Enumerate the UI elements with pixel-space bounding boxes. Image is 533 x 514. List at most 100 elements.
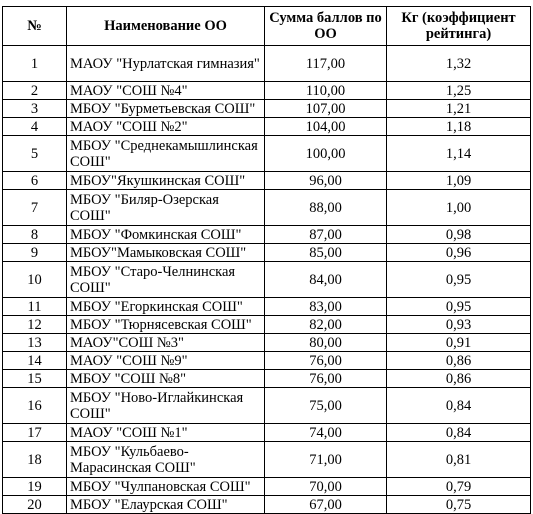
row-num: 4 xyxy=(2,117,67,136)
row-num: 2 xyxy=(2,81,67,100)
row-coef: 1,00 xyxy=(386,189,531,226)
row-score: 75,00 xyxy=(264,387,387,424)
row-name: МАОУ "СОШ №4" xyxy=(66,81,265,100)
row-coef: 0,95 xyxy=(386,297,531,316)
table-row: 20 МБОУ "Елаурская СОШ" 67,00 0,75 xyxy=(2,495,531,514)
table-row: 19 МБОУ "Чулпановская СОШ" 70,00 0,79 xyxy=(2,477,531,496)
row-coef: 0,84 xyxy=(386,423,531,442)
row-coef: 0,86 xyxy=(386,351,531,370)
row-num: 14 xyxy=(2,351,67,370)
row-score: 84,00 xyxy=(264,261,387,298)
row-num: 7 xyxy=(2,189,67,226)
row-name: МБОУ "Старо-Челнинская СОШ" xyxy=(66,261,265,298)
table-row: 4 МАОУ "СОШ №2" 104,00 1,18 xyxy=(2,117,531,136)
row-num: 20 xyxy=(2,495,67,514)
table-row: 17 МАОУ "СОШ №1" 74,00 0,84 xyxy=(2,423,531,442)
row-num: 17 xyxy=(2,423,67,442)
header-coef: Кг (коэффициент рейтинга) xyxy=(386,6,531,46)
row-coef: 0,93 xyxy=(386,315,531,334)
row-coef: 0,91 xyxy=(386,333,531,352)
row-name: МБОУ"Мамыковская СОШ" xyxy=(66,243,265,262)
row-num: 3 xyxy=(2,99,67,118)
row-coef: 0,98 xyxy=(386,225,531,244)
row-num: 9 xyxy=(2,243,67,262)
row-name: МБОУ"Якушкинская СОШ" xyxy=(66,171,265,190)
table-row: 5 МБОУ "Среднекамышлинская СОШ" 100,00 1… xyxy=(2,135,531,172)
row-name: МБОУ "Бурметьевская СОШ" xyxy=(66,99,265,118)
row-num: 13 xyxy=(2,333,67,352)
row-name: МБОУ "Ново-Иглайкинская СОШ" xyxy=(66,387,265,424)
row-coef: 0,84 xyxy=(386,387,531,424)
row-name: МАОУ "СОШ №9" xyxy=(66,351,265,370)
row-score: 83,00 xyxy=(264,297,387,316)
row-coef: 0,96 xyxy=(386,243,531,262)
row-score: 110,00 xyxy=(264,81,387,100)
table-row: 8 МБОУ "Фомкинская СОШ" 87,00 0,98 xyxy=(2,225,531,244)
row-coef: 1,25 xyxy=(386,81,531,100)
row-score: 71,00 xyxy=(264,441,387,478)
table-row: 18 МБОУ "Кульбаево-Марасинская СОШ" 71,0… xyxy=(2,441,531,478)
row-num: 5 xyxy=(2,135,67,172)
row-score: 96,00 xyxy=(264,171,387,190)
table-row: 12 МБОУ "Тюрнясевская СОШ" 82,00 0,93 xyxy=(2,315,531,334)
table-row: 15 МБОУ "СОШ №8" 76,00 0,86 xyxy=(2,369,531,388)
row-coef: 0,95 xyxy=(386,261,531,298)
rating-table: № Наименование ОО Сумма баллов по ОО Кг … xyxy=(2,6,531,514)
table-row: 11 МБОУ "Егоркинская СОШ" 83,00 0,95 xyxy=(2,297,531,316)
row-score: 85,00 xyxy=(264,243,387,262)
row-score: 104,00 xyxy=(264,117,387,136)
row-num: 10 xyxy=(2,261,67,298)
row-num: 18 xyxy=(2,441,67,478)
header-score: Сумма баллов по ОО xyxy=(264,6,387,46)
row-score: 70,00 xyxy=(264,477,387,496)
row-score: 87,00 xyxy=(264,225,387,244)
row-num: 8 xyxy=(2,225,67,244)
table-header-row: № Наименование ОО Сумма баллов по ОО Кг … xyxy=(2,6,531,46)
row-coef: 1,32 xyxy=(386,45,531,82)
row-name: МБОУ "Биляр-Озерская СОШ" xyxy=(66,189,265,226)
table-body: 1 МАОУ "Нурлатская гимназия" 117,00 1,32… xyxy=(2,45,531,514)
row-score: 100,00 xyxy=(264,135,387,172)
row-score: 76,00 xyxy=(264,369,387,388)
table-row: 1 МАОУ "Нурлатская гимназия" 117,00 1,32 xyxy=(2,45,531,82)
row-score: 74,00 xyxy=(264,423,387,442)
row-name: МБОУ "Среднекамышлинская СОШ" xyxy=(66,135,265,172)
row-score: 76,00 xyxy=(264,351,387,370)
row-num: 15 xyxy=(2,369,67,388)
table-row: 9 МБОУ"Мамыковская СОШ" 85,00 0,96 xyxy=(2,243,531,262)
row-num: 11 xyxy=(2,297,67,316)
row-coef: 1,18 xyxy=(386,117,531,136)
row-num: 12 xyxy=(2,315,67,334)
row-score: 80,00 xyxy=(264,333,387,352)
row-name: МБОУ "Егоркинская СОШ" xyxy=(66,297,265,316)
row-score: 67,00 xyxy=(264,495,387,514)
row-score: 117,00 xyxy=(264,45,387,82)
row-coef: 0,81 xyxy=(386,441,531,478)
row-coef: 1,09 xyxy=(386,171,531,190)
table-row: 10 МБОУ "Старо-Челнинская СОШ" 84,00 0,9… xyxy=(2,261,531,298)
row-name: МБОУ "Тюрнясевская СОШ" xyxy=(66,315,265,334)
row-coef: 0,79 xyxy=(386,477,531,496)
table-row: 13 МАОУ"СОШ №3" 80,00 0,91 xyxy=(2,333,531,352)
row-score: 88,00 xyxy=(264,189,387,226)
rating-table-container: № Наименование ОО Сумма баллов по ОО Кг … xyxy=(2,6,531,514)
table-row: 3 МБОУ "Бурметьевская СОШ" 107,00 1,21 xyxy=(2,99,531,118)
table-row: 14 МАОУ "СОШ №9" 76,00 0,86 xyxy=(2,351,531,370)
table-row: 6 МБОУ"Якушкинская СОШ" 96,00 1,09 xyxy=(2,171,531,190)
table-row: 16 МБОУ "Ново-Иглайкинская СОШ" 75,00 0,… xyxy=(2,387,531,424)
row-name: МБОУ "Елаурская СОШ" xyxy=(66,495,265,514)
row-num: 19 xyxy=(2,477,67,496)
row-score: 107,00 xyxy=(264,99,387,118)
row-score: 82,00 xyxy=(264,315,387,334)
row-num: 1 xyxy=(2,45,67,82)
row-name: МАОУ "СОШ №1" xyxy=(66,423,265,442)
row-name: МБОУ "Чулпановская СОШ" xyxy=(66,477,265,496)
row-name: МБОУ "СОШ №8" xyxy=(66,369,265,388)
row-num: 16 xyxy=(2,387,67,424)
row-num: 6 xyxy=(2,171,67,190)
header-name: Наименование ОО xyxy=(66,6,265,46)
row-name: МАОУ "Нурлатская гимназия" xyxy=(66,45,265,82)
table-row: 2 МАОУ "СОШ №4" 110,00 1,25 xyxy=(2,81,531,100)
row-name: МАОУ "СОШ №2" xyxy=(66,117,265,136)
row-name: МАОУ"СОШ №3" xyxy=(66,333,265,352)
